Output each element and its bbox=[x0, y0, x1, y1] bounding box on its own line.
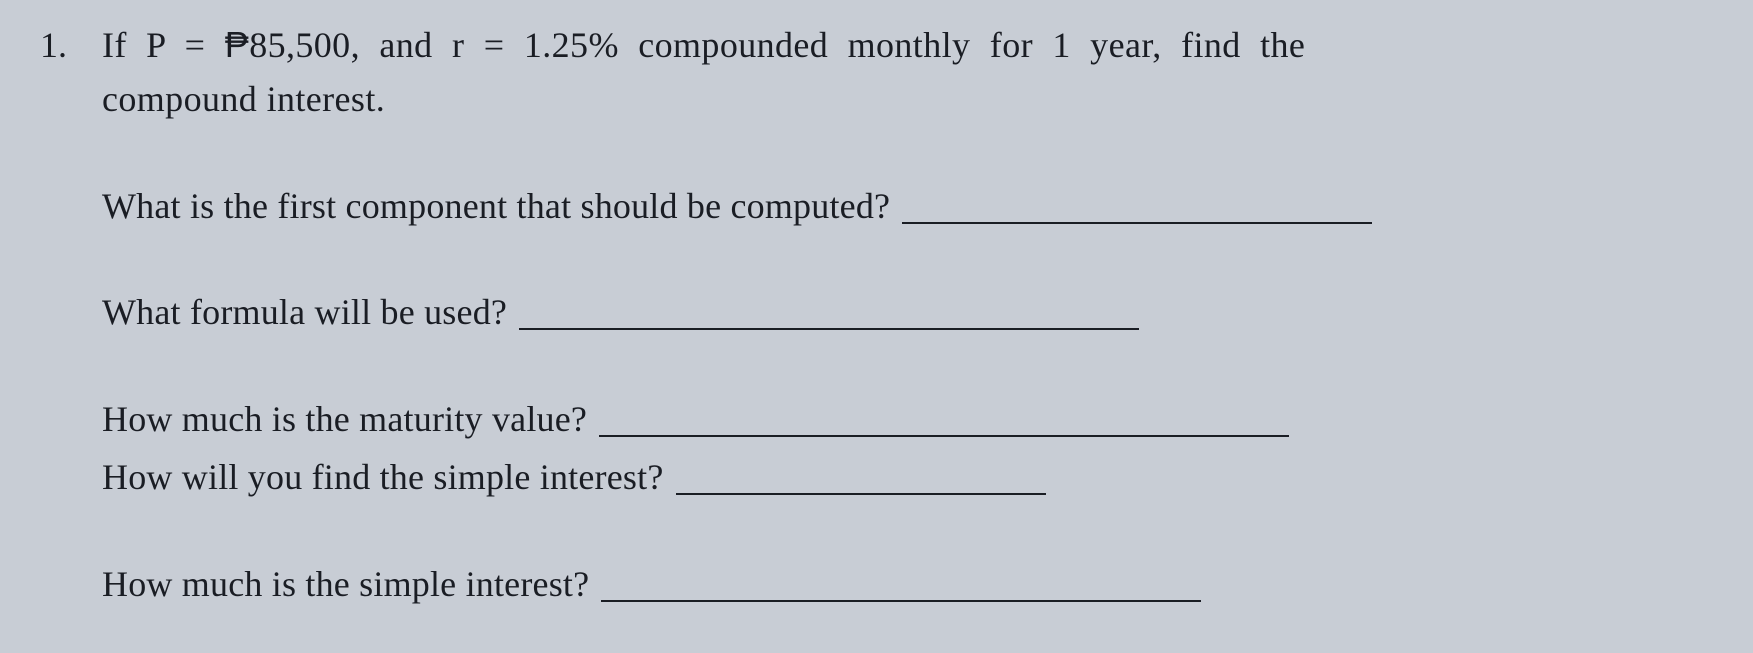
peso-sign: ₱ bbox=[225, 24, 249, 65]
sub-text: What is the first component that should … bbox=[102, 179, 890, 233]
worksheet-page: 1. If P = ₱85,500, and r = 1.25% compoun… bbox=[0, 0, 1753, 611]
question-row: 1. If P = ₱85,500, and r = 1.25% compoun… bbox=[40, 18, 1713, 126]
answer-blank[interactable] bbox=[601, 562, 1201, 602]
sub-question: How will you find the simple interest? bbox=[102, 450, 1713, 505]
answer-blank[interactable] bbox=[902, 184, 1372, 224]
sub-question: How much is the maturity value? bbox=[102, 391, 1713, 446]
question-line-2: compound interest. bbox=[102, 72, 1713, 126]
sub-question: How much is the simple interest? bbox=[102, 556, 1713, 611]
sub-text: How much is the maturity value? bbox=[102, 392, 587, 446]
sub-text: How much is the simple interest? bbox=[102, 557, 589, 611]
answer-blank[interactable] bbox=[676, 456, 1046, 496]
question-body: If P = ₱85,500, and r = 1.25% compounded… bbox=[102, 18, 1713, 126]
sub-question: What formula will be used? bbox=[102, 285, 1713, 340]
answer-blank[interactable] bbox=[519, 291, 1139, 331]
sub-question: What is the first component that should … bbox=[102, 178, 1713, 233]
question-line-1: If P = ₱85,500, and r = 1.25% compounded… bbox=[102, 18, 1713, 72]
answer-blank[interactable] bbox=[599, 397, 1289, 437]
sub-text: What formula will be used? bbox=[102, 285, 507, 339]
text-frag: 85,500, and r = 1.25% compounded monthly… bbox=[249, 25, 1305, 65]
question-number: 1. bbox=[40, 18, 102, 72]
text-frag: If P = bbox=[102, 25, 225, 65]
sub-text: How will you find the simple interest? bbox=[102, 450, 664, 504]
